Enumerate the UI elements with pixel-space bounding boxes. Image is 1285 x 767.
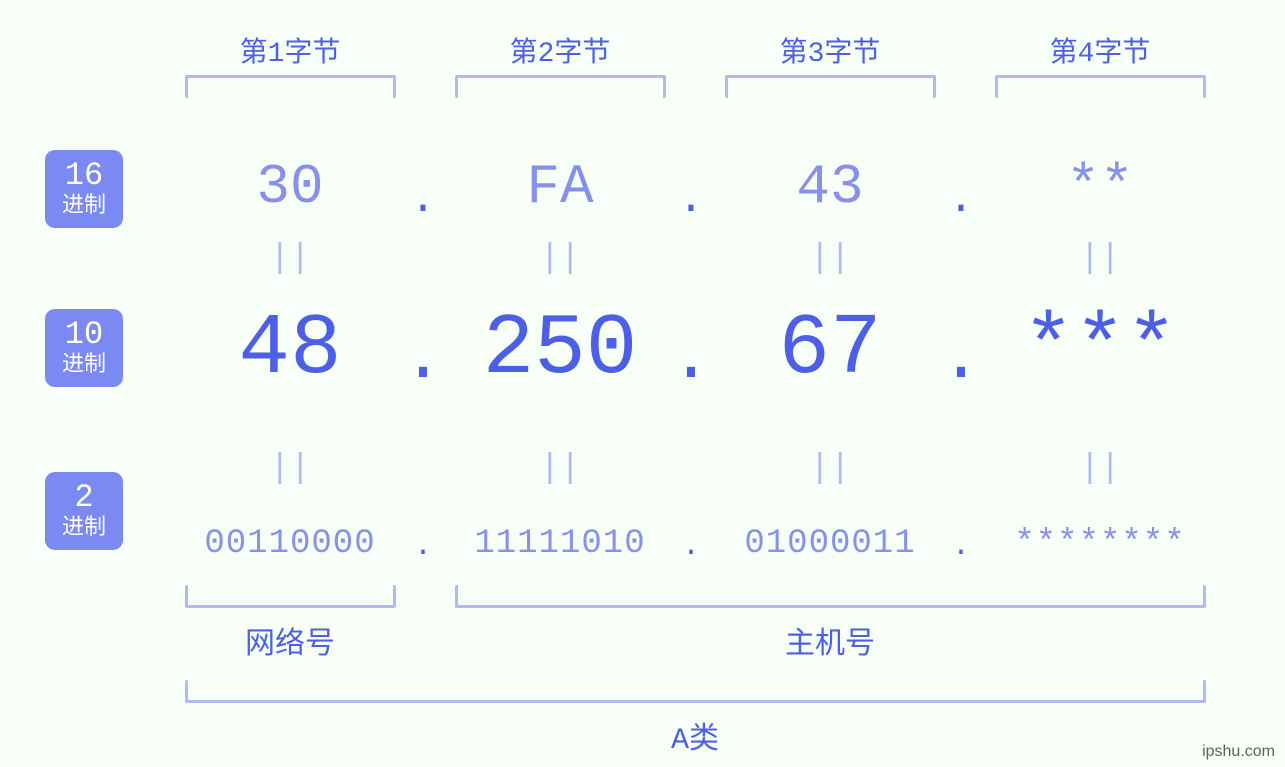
- bin-dot-3: .: [951, 530, 971, 564]
- hex-val-2: FA: [450, 155, 670, 219]
- badge-hex-txt: 进制: [62, 196, 106, 218]
- bracket-network: [185, 585, 396, 608]
- dec-val-1: 48: [180, 300, 400, 398]
- bin-val-4: ********: [985, 525, 1215, 563]
- bin-dot-1: .: [413, 530, 433, 564]
- bracket-host: [455, 585, 1206, 608]
- byte-label-3: 第3字节: [720, 30, 940, 70]
- eq-2-3: ||: [720, 450, 940, 488]
- hex-val-3: 43: [720, 155, 940, 219]
- bin-val-1: 00110000: [175, 525, 405, 563]
- eq-1-3: ||: [720, 240, 940, 278]
- top-bracket-4: [995, 75, 1206, 98]
- bracket-class: [185, 680, 1206, 703]
- byte-label-2: 第2字节: [450, 30, 670, 70]
- badge-dec-num: 10: [65, 319, 103, 351]
- hex-dot-1: .: [408, 175, 438, 225]
- byte-label-4: 第4字节: [990, 30, 1210, 70]
- bin-val-2: 11111010: [445, 525, 675, 563]
- eq-1-4: ||: [990, 240, 1210, 278]
- top-bracket-1: [185, 75, 396, 98]
- dec-dot-1: .: [398, 320, 448, 399]
- bin-dot-2: .: [681, 530, 701, 564]
- label-network: 网络号: [180, 618, 400, 663]
- eq-1-1: ||: [180, 240, 400, 278]
- top-bracket-2: [455, 75, 666, 98]
- byte-label-1: 第1字节: [180, 30, 400, 70]
- badge-bin-num: 2: [74, 482, 93, 514]
- hex-dot-3: .: [946, 175, 976, 225]
- top-bracket-3: [725, 75, 936, 98]
- badge-bin-txt: 进制: [62, 518, 106, 540]
- badge-bin: 2 进制: [45, 472, 123, 550]
- badge-dec: 10 进制: [45, 309, 123, 387]
- hex-val-1: 30: [180, 155, 400, 219]
- dec-val-3: 67: [720, 300, 940, 398]
- badge-dec-txt: 进制: [62, 355, 106, 377]
- label-host: 主机号: [450, 618, 1210, 663]
- watermark: ipshu.com: [1202, 743, 1275, 761]
- dec-dot-2: .: [666, 320, 716, 399]
- dec-dot-3: .: [936, 320, 986, 399]
- eq-2-1: ||: [180, 450, 400, 488]
- bin-val-3: 01000011: [715, 525, 945, 563]
- eq-2-2: ||: [450, 450, 670, 488]
- badge-hex-num: 16: [65, 160, 103, 192]
- hex-dot-2: .: [676, 175, 706, 225]
- label-class: A类: [180, 713, 1210, 758]
- eq-2-4: ||: [990, 450, 1210, 488]
- eq-1-2: ||: [450, 240, 670, 278]
- dec-val-4: ***: [990, 300, 1210, 398]
- badge-hex: 16 进制: [45, 150, 123, 228]
- dec-val-2: 250: [450, 300, 670, 398]
- hex-val-4: **: [990, 155, 1210, 219]
